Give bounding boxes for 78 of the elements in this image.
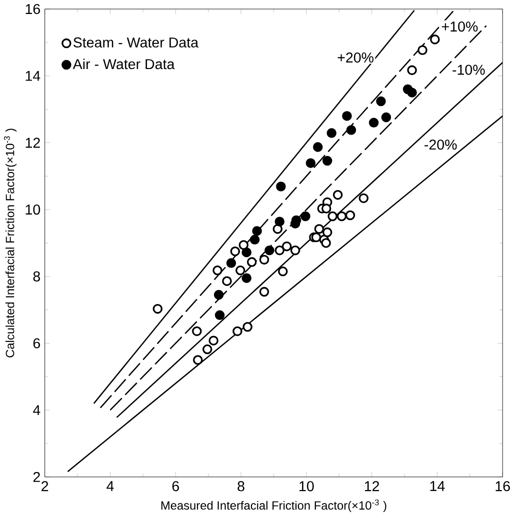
legend-label: Air - Water Data xyxy=(73,58,175,70)
point xyxy=(358,193,369,204)
point xyxy=(264,245,275,256)
point xyxy=(193,355,203,365)
point xyxy=(346,125,356,135)
x-tick-label: 10 xyxy=(300,481,314,492)
x-tick-label: 4 xyxy=(106,481,114,491)
point xyxy=(313,142,323,152)
point xyxy=(376,96,386,106)
point xyxy=(306,158,316,168)
y-tick-label: 6 xyxy=(34,338,40,348)
x-tick-label: 12 xyxy=(365,481,380,492)
series-label: +20% xyxy=(338,52,374,63)
legend-label: Steam - Water Data xyxy=(74,37,199,48)
x-tick-label: 6 xyxy=(172,481,180,492)
x-tick-label: 14 xyxy=(430,481,445,491)
point xyxy=(274,216,285,226)
point xyxy=(212,266,223,276)
point xyxy=(333,190,343,200)
point xyxy=(222,276,232,286)
point xyxy=(314,224,324,234)
point xyxy=(202,344,212,354)
series-label: -20% xyxy=(424,140,457,150)
series-label: +10% xyxy=(442,22,478,32)
point xyxy=(369,118,379,128)
x-tick-label: 2 xyxy=(42,481,48,492)
point xyxy=(321,238,332,248)
point xyxy=(418,45,428,56)
x-tick-label: 16 xyxy=(496,481,510,492)
point xyxy=(346,210,356,220)
y-tick-label: 2 xyxy=(34,472,40,482)
point xyxy=(382,112,392,122)
point xyxy=(214,290,224,300)
series-label: -10% xyxy=(452,64,486,75)
point xyxy=(242,273,252,283)
point xyxy=(247,257,257,267)
point xyxy=(274,245,285,256)
point xyxy=(328,211,338,222)
y-tick-label: 16 xyxy=(26,4,40,14)
point xyxy=(342,111,352,121)
point xyxy=(407,65,418,76)
point xyxy=(407,88,418,98)
point xyxy=(250,234,260,245)
point xyxy=(276,182,286,192)
point xyxy=(192,326,202,336)
point xyxy=(322,204,332,214)
point xyxy=(238,240,249,250)
point xyxy=(230,246,240,256)
y-tick-label: 8 xyxy=(34,271,40,282)
point xyxy=(282,241,292,252)
x-axis-title: Measured Interfacial Friction Factor(×10$^{-3}$ ) xyxy=(162,499,387,512)
point xyxy=(326,128,337,138)
point xyxy=(232,326,243,336)
point xyxy=(215,310,225,320)
point xyxy=(208,336,219,346)
y-tick-label: 14 xyxy=(26,70,40,81)
point xyxy=(312,232,322,242)
point xyxy=(260,286,270,297)
point xyxy=(278,266,288,276)
point xyxy=(260,254,270,265)
point xyxy=(236,266,246,276)
point xyxy=(252,226,262,236)
point xyxy=(242,322,253,332)
point xyxy=(300,211,311,222)
point xyxy=(290,245,300,256)
y-axis-title: Calculated Interfacial Friction Factor(×10$^{-3}$ ) xyxy=(4,128,17,358)
point xyxy=(226,258,236,268)
point xyxy=(322,227,332,238)
point xyxy=(273,224,283,234)
point xyxy=(322,156,332,166)
point xyxy=(242,247,252,258)
point xyxy=(430,34,440,44)
point xyxy=(153,304,163,314)
y-tick-label: 12 xyxy=(26,138,40,148)
point xyxy=(337,211,347,222)
x-tick-label: 8 xyxy=(238,481,245,492)
y-tick-label: 4 xyxy=(33,405,40,416)
y-tick-label: 10 xyxy=(26,204,40,215)
